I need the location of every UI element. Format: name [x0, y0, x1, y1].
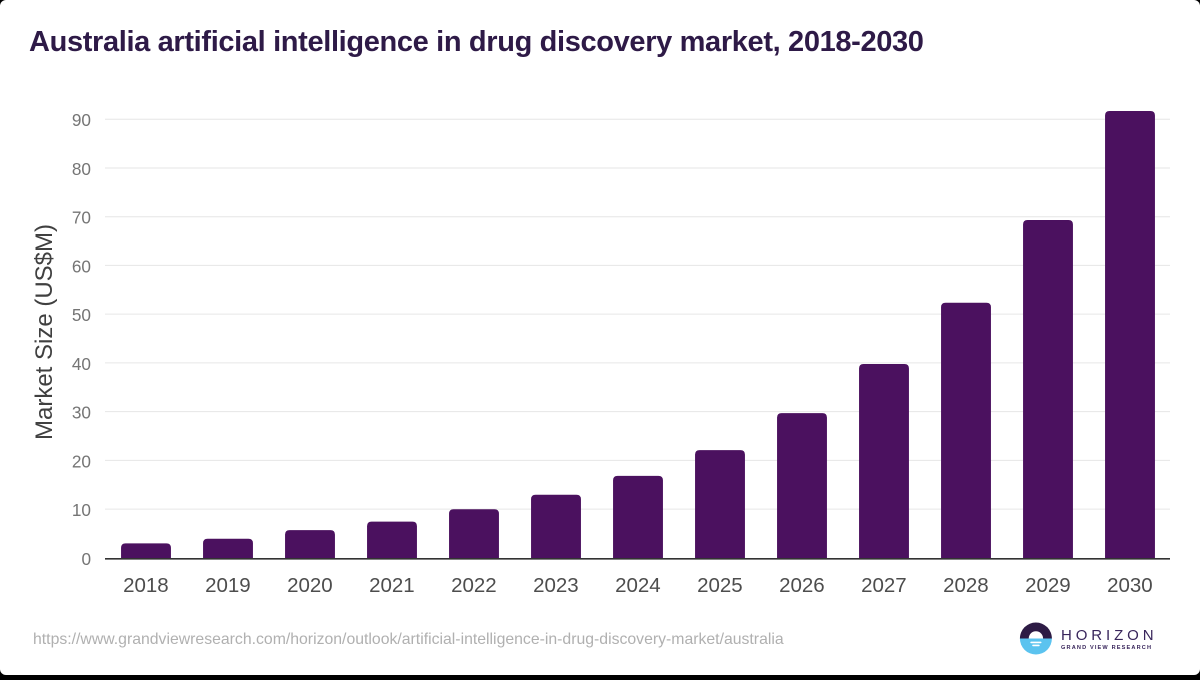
svg-text:2027: 2027: [861, 574, 907, 597]
svg-text:2026: 2026: [779, 574, 825, 597]
svg-text:2024: 2024: [615, 574, 661, 597]
svg-text:2022: 2022: [451, 574, 497, 597]
svg-text:2029: 2029: [1025, 574, 1071, 597]
svg-text:90: 90: [72, 110, 91, 130]
svg-text:60: 60: [72, 256, 91, 276]
svg-text:80: 80: [72, 159, 91, 179]
svg-text:40: 40: [72, 354, 91, 374]
svg-text:Australia artificial intellige: Australia artificial intelligence in dru…: [29, 26, 924, 58]
svg-text:2019: 2019: [205, 574, 251, 597]
svg-text:20: 20: [72, 451, 91, 471]
svg-text:2030: 2030: [1107, 574, 1153, 597]
svg-text:https://www.grandviewresearch.: https://www.grandviewresearch.com/horizo…: [33, 631, 784, 648]
svg-text:10: 10: [72, 500, 91, 520]
svg-text:2021: 2021: [369, 574, 415, 597]
svg-text:Market Size (US$M): Market Size (US$M): [31, 224, 58, 440]
svg-text:0: 0: [81, 549, 91, 569]
svg-text:70: 70: [72, 208, 91, 228]
svg-text:2020: 2020: [287, 574, 333, 597]
svg-text:2023: 2023: [533, 574, 579, 597]
svg-text:2018: 2018: [123, 574, 169, 597]
svg-text:HORIZON: HORIZON: [1061, 627, 1157, 644]
svg-text:2028: 2028: [943, 574, 989, 597]
svg-text:2025: 2025: [697, 574, 743, 597]
svg-text:50: 50: [72, 305, 91, 325]
svg-text:30: 30: [72, 403, 91, 423]
svg-text:GRAND VIEW RESEARCH: GRAND VIEW RESEARCH: [1061, 645, 1152, 651]
